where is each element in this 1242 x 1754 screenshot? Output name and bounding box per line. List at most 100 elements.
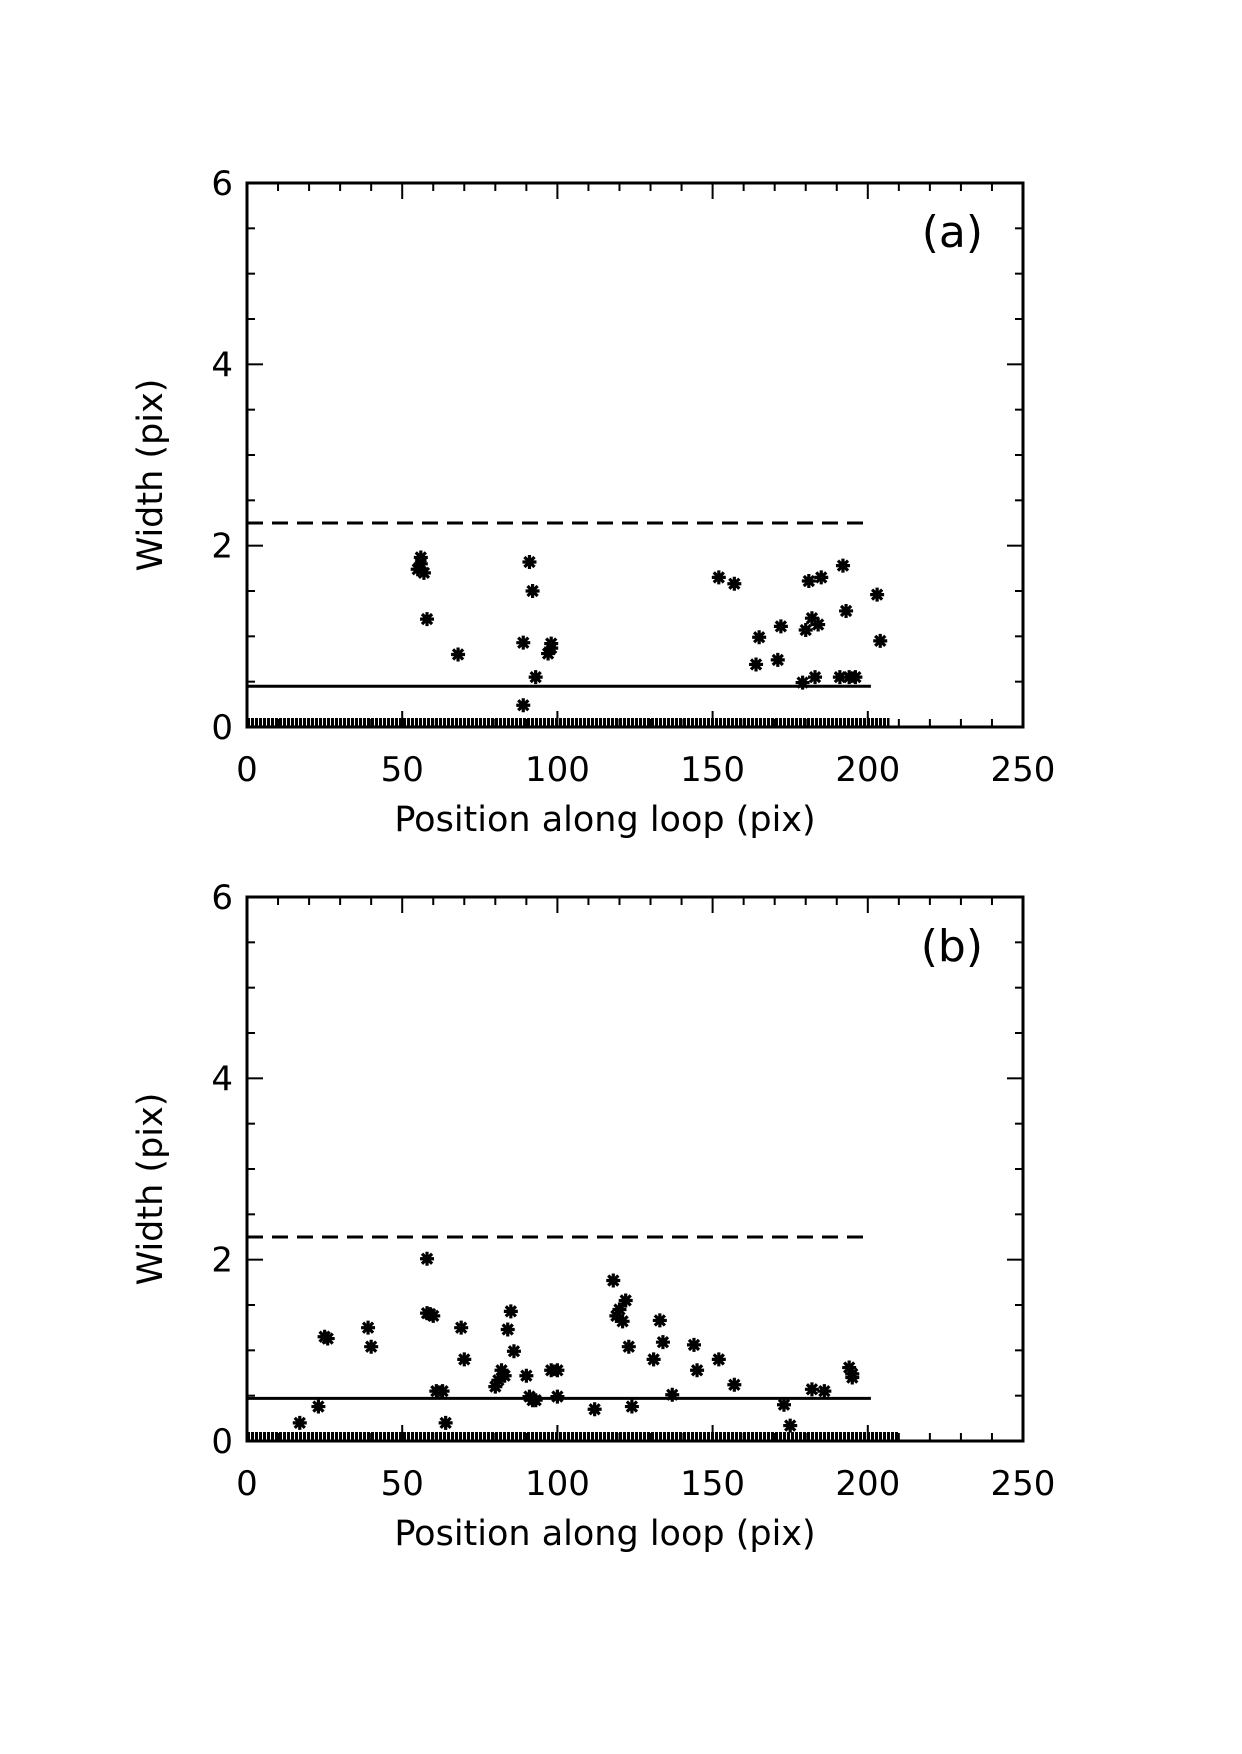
data-point — [503, 1304, 518, 1319]
data-point — [615, 1314, 630, 1329]
y-axis-label: Width (pix) — [131, 379, 171, 572]
y-tick-label: 2 — [211, 1241, 233, 1281]
x-tick-label: 250 — [991, 1464, 1056, 1504]
panel-b: 0 50 100 150 200 250 0 2 4 6 Position along loop (… — [131, 878, 1055, 1554]
data-point — [525, 584, 540, 598]
data-point — [311, 1399, 326, 1414]
data-point — [655, 1335, 670, 1350]
y-tick-label: 0 — [211, 1422, 233, 1462]
y-axis-label: Width (pix) — [131, 1093, 171, 1286]
data-point — [435, 1384, 450, 1399]
data-point — [612, 1302, 627, 1317]
data-point — [606, 1273, 621, 1288]
data-point — [776, 1397, 791, 1412]
data-point — [814, 570, 829, 585]
panel-a: 0 50 100 150 200 250 0 2 4 6 Position along loop (… — [131, 164, 1055, 840]
data-point — [770, 652, 785, 667]
x-axis-label: Position along loop (pix) — [394, 1514, 815, 1554]
data-point — [500, 1322, 515, 1337]
data-point — [839, 603, 854, 618]
data-point — [801, 574, 816, 589]
panel-label: (a) — [922, 207, 983, 258]
data-point — [804, 1382, 819, 1397]
data-point — [870, 587, 885, 602]
x-tick-label: 200 — [835, 1464, 900, 1504]
data-point — [773, 619, 788, 634]
data-point — [491, 1373, 506, 1388]
y-tick-label: 2 — [211, 527, 233, 567]
x-tick-label: 0 — [236, 1464, 258, 1504]
data-point — [457, 1352, 472, 1367]
data-point — [416, 565, 431, 580]
data-point — [426, 1308, 441, 1323]
data-point — [528, 1393, 543, 1408]
x-tick-label: 250 — [991, 750, 1056, 790]
data-point — [451, 647, 466, 662]
y-tick-label: 0 — [211, 708, 233, 748]
x-tick-label: 0 — [236, 750, 258, 790]
x-tick-label: 150 — [680, 1464, 745, 1504]
data-point — [646, 1352, 661, 1367]
data-point — [711, 570, 726, 585]
data-point — [618, 1293, 633, 1308]
y-tick-label: 4 — [211, 1059, 233, 1099]
data-point — [811, 617, 826, 632]
data-point — [454, 1320, 469, 1335]
data-point — [798, 622, 813, 637]
data-point — [420, 1251, 435, 1266]
panel-label: (b) — [921, 921, 983, 972]
x-tick-label: 50 — [381, 750, 424, 790]
data-point — [835, 558, 850, 573]
data-point — [848, 670, 863, 685]
plot-frame — [245, 181, 1025, 729]
data-point — [292, 1415, 307, 1430]
x-tick-label: 150 — [680, 750, 745, 790]
data-point — [516, 698, 531, 713]
y-tick-label: 6 — [211, 164, 233, 204]
data-point — [783, 1418, 798, 1433]
data-point — [364, 1339, 379, 1354]
data-point — [413, 556, 428, 571]
data-point — [621, 1339, 636, 1354]
data-point — [541, 646, 556, 661]
data-point — [528, 670, 543, 685]
data-point — [522, 554, 537, 569]
data-point — [832, 670, 847, 685]
x-axis-label: Position along loop (pix) — [394, 800, 815, 840]
data-point — [550, 1389, 565, 1404]
data-point — [624, 1399, 639, 1414]
data-point — [420, 612, 435, 627]
data-point — [497, 1368, 512, 1383]
data-point — [516, 635, 531, 650]
y-tick-label: 4 — [211, 345, 233, 385]
data-point — [727, 576, 742, 591]
y-tick-label: 6 — [211, 878, 233, 918]
data-point — [795, 675, 810, 690]
data-point — [361, 1320, 376, 1335]
data-point — [808, 670, 823, 685]
data-point — [506, 1344, 521, 1359]
data-point — [488, 1379, 503, 1394]
data-point — [544, 636, 559, 651]
data-point — [652, 1313, 667, 1328]
data-point — [519, 1368, 534, 1383]
data-point — [752, 630, 767, 645]
data-point — [438, 1415, 453, 1430]
data-point — [494, 1363, 509, 1378]
data-point — [727, 1377, 742, 1392]
data-point — [711, 1352, 726, 1367]
data-point — [550, 1363, 565, 1378]
data-point — [842, 1360, 857, 1375]
x-tick-label: 100 — [525, 750, 590, 790]
data-point — [609, 1308, 624, 1323]
data-point — [410, 562, 425, 577]
data-point — [804, 611, 819, 626]
data-point — [665, 1387, 680, 1402]
data-point — [817, 1384, 832, 1399]
x-tick-label: 200 — [835, 750, 900, 790]
data-point — [320, 1331, 335, 1346]
plot-frame — [245, 895, 1025, 1443]
x-tick-label: 50 — [381, 1464, 424, 1504]
x-tick-label: 100 — [525, 1464, 590, 1504]
